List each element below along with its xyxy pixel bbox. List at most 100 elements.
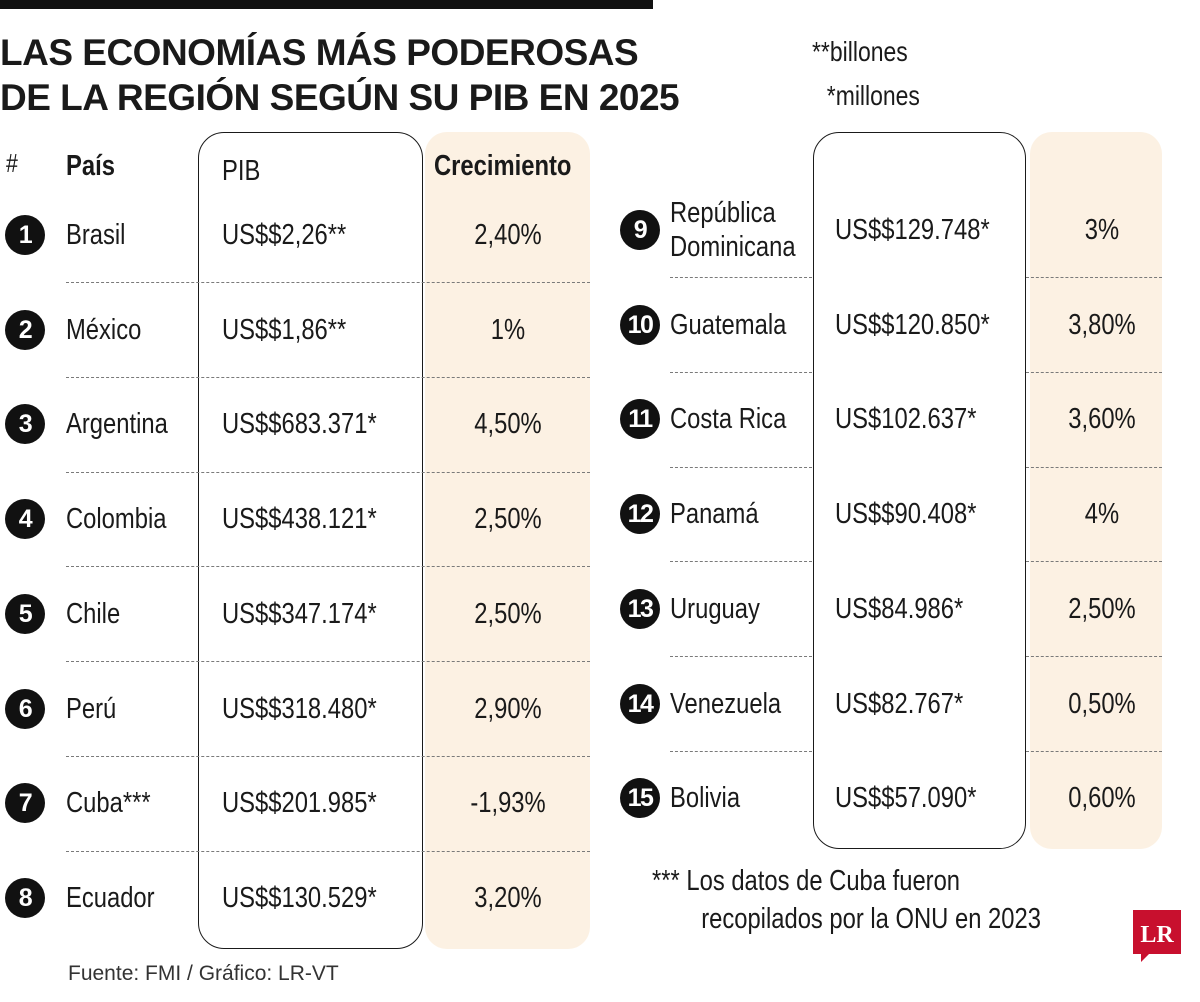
top-rule [0, 0, 653, 9]
row-divider [66, 377, 590, 379]
footnote-line-2: recopilados por la ONU en 2023 [701, 903, 1041, 935]
row-divider [1026, 561, 1162, 563]
source-credit: Fuente: FMI / Gráfico: LR-VT [68, 962, 339, 985]
rank-badge: 11 [620, 399, 660, 440]
country-name: Perú [66, 692, 117, 725]
units-millones: *millones [826, 80, 920, 111]
header-growth: Crecimiento [434, 150, 572, 182]
rank-badge: 12 [620, 494, 660, 535]
row-divider [1026, 277, 1162, 279]
row-divider [670, 656, 812, 658]
row-divider [66, 471, 590, 473]
gdp-value: US$$1,86** [222, 313, 347, 346]
rank-badge: 7 [5, 783, 45, 824]
row-divider [1026, 372, 1162, 374]
row-divider [66, 755, 590, 757]
chart-title-line-1: LAS ECONOMÍAS MÁS PODEROSAS [0, 32, 639, 73]
gdp-value: US$$130.529* [222, 881, 377, 914]
growth-column-right [1030, 132, 1162, 849]
rank-badge: 14 [620, 683, 660, 724]
row-divider [1026, 656, 1162, 658]
growth-value: 3,20% [474, 881, 542, 914]
gdp-value: US$84.986* [835, 592, 964, 625]
growth-value: 2,50% [1068, 592, 1136, 625]
rank-badge: 4 [5, 499, 45, 540]
header-gdp: PIB [222, 155, 261, 187]
rank-badge: 10 [620, 304, 660, 345]
gdp-value: US$82.767* [835, 687, 964, 720]
country-name: Colombia [66, 503, 167, 536]
lr-logo: LR [1133, 910, 1181, 962]
row-divider [66, 661, 590, 663]
growth-value: 4% [1084, 498, 1120, 531]
lr-logo-text: LR [1140, 922, 1174, 948]
row-divider [1026, 466, 1162, 468]
country-name: Ecuador [66, 881, 155, 914]
chart-title-line-2: DE LA REGIÓN SEGÚN SU PIB EN 2025 [0, 77, 680, 118]
country-name: México [66, 313, 142, 346]
row-divider [66, 850, 590, 852]
country-name: Brasil [66, 219, 126, 251]
chart-title: LAS ECONOMÍAS MÁS PODEROSAS DE LA REGIÓN… [0, 30, 680, 120]
growth-value: -1,93% [470, 787, 546, 820]
gdp-value: US$$2,26** [222, 219, 347, 251]
header-rank: # [6, 148, 18, 178]
rank-badge: 2 [5, 309, 45, 350]
rank-badge: 3 [5, 404, 45, 445]
rank-badge: 6 [5, 688, 45, 729]
growth-value: 1% [490, 313, 526, 346]
growth-value: 0,60% [1068, 782, 1136, 815]
country-name: República [670, 197, 776, 229]
gdp-value: US$$90.408* [835, 498, 977, 531]
rank-badge: 9 [620, 210, 660, 250]
gdp-value: US$$120.850* [835, 308, 990, 341]
growth-value: 0,50% [1068, 687, 1136, 720]
row-divider [1026, 750, 1162, 752]
row-divider [670, 372, 812, 374]
country-name: Guatemala [670, 308, 787, 341]
row-divider [66, 282, 590, 284]
growth-value: 2,50% [474, 503, 542, 536]
gdp-column-left [198, 132, 423, 949]
country-name: Bolivia [670, 782, 741, 815]
gdp-value: US$$129.748* [835, 214, 990, 246]
rank-badge: 8 [5, 877, 45, 918]
row-divider [670, 750, 812, 752]
country-name: Chile [66, 597, 121, 630]
growth-value: 3% [1084, 214, 1120, 246]
country-name: Venezuela [670, 687, 782, 720]
row-divider [670, 466, 812, 468]
rank-badge: 13 [620, 588, 660, 629]
growth-value: 3,60% [1068, 403, 1136, 436]
growth-value: 2,40% [474, 219, 542, 251]
rank-badge: 15 [620, 778, 660, 819]
gdp-value: US$$438.121* [222, 503, 377, 536]
rank-badge: 1 [5, 215, 45, 255]
growth-value: 2,50% [474, 597, 542, 630]
gdp-value: US$$201.985* [222, 787, 377, 820]
country-name: Dominicana [670, 231, 796, 263]
footnote-line-1: *** Los datos de Cuba fueron [652, 865, 961, 897]
country-name: Argentina [66, 408, 168, 441]
growth-value: 4,50% [474, 408, 542, 441]
units-legend: **billones *millones [812, 30, 920, 118]
country-name: Costa Rica [670, 403, 787, 436]
growth-column-left [425, 132, 590, 949]
country-name: Cuba*** [66, 787, 151, 820]
gdp-value: US$$318.480* [222, 692, 377, 725]
header-country: País [66, 150, 115, 182]
gdp-value: US$$57.090* [835, 782, 977, 815]
gdp-value: US$102.637* [835, 403, 977, 436]
row-divider [670, 277, 812, 279]
growth-value: 2,90% [474, 692, 542, 725]
growth-value: 3,80% [1068, 308, 1136, 341]
rank-badge: 5 [5, 593, 45, 634]
lr-logo-shape [1133, 910, 1181, 962]
row-divider [66, 566, 590, 568]
gdp-value: US$$347.174* [222, 597, 377, 630]
units-billones: **billones [812, 36, 908, 67]
country-name: Uruguay [670, 592, 760, 625]
row-divider [670, 561, 812, 563]
gdp-value: US$$683.371* [222, 408, 377, 441]
country-name: Panamá [670, 498, 759, 531]
